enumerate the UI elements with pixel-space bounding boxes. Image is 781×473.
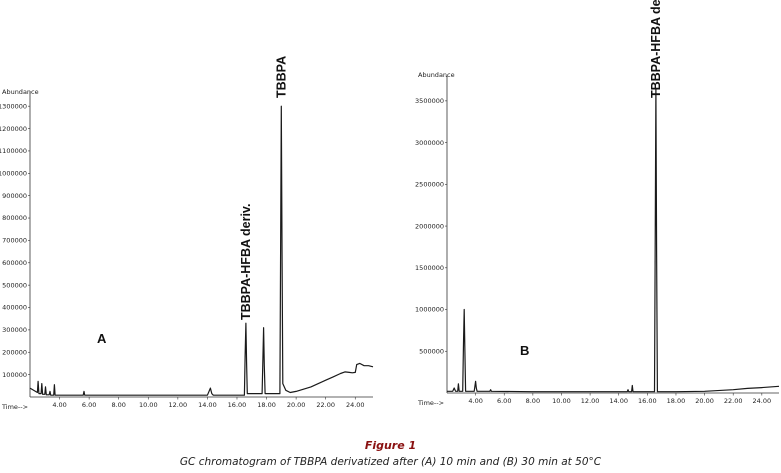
x-tick-label: 10.00 [552, 397, 571, 405]
y-tick-label: 800000 [2, 214, 27, 222]
chromatogram-panel-b: Abundance Time--> 500000 1000000 1500000 2000… [415, 0, 780, 407]
x-tick-label: 6.00 [497, 397, 511, 405]
peak-label: TBBPA [274, 56, 288, 98]
y-tick-label: 3000000 [415, 139, 444, 147]
y-tick-label: 3500000 [415, 97, 444, 105]
x-tick-label: 4.00 [52, 401, 66, 409]
x-tick-label: 10.00 [139, 401, 158, 409]
y-tick-label: 500000 [2, 281, 27, 289]
figure-caption-title: Figure 1 [364, 439, 417, 452]
panel-letter: A [97, 331, 107, 346]
x-tick-label: 12.00 [581, 397, 600, 405]
y-tick-label: 1500000 [415, 264, 444, 272]
x-tick-label: 24.00 [346, 401, 365, 409]
x-axis-title: Time--> [1, 403, 28, 411]
x-tick-label: 8.00 [526, 397, 540, 405]
y-tick-label: 1200000 [0, 125, 27, 133]
chromatogram-trace [447, 87, 780, 393]
panel-letter: B [520, 343, 529, 358]
y-tick-label: 700000 [2, 237, 27, 245]
y-tick-label: 100000 [2, 371, 27, 379]
x-tick-label: 14.00 [198, 401, 217, 409]
peak-label: TBBPA-HFBA deriv. [649, 0, 663, 98]
x-axis-title: Time--> [417, 399, 444, 407]
x-tick-label: 24.00 [753, 397, 772, 405]
x-tick-label: 4.00 [468, 397, 482, 405]
y-tick-label: 500000 [419, 347, 444, 355]
y-axis-title: Abundance [2, 88, 39, 96]
chromatogram-panel-a: Abundance Time--> 100000 200000 300000 400000… [0, 56, 374, 411]
x-tick-label: 16.00 [228, 401, 247, 409]
x-tick-label: 16.00 [638, 397, 657, 405]
x-tick-label: 12.00 [169, 401, 188, 409]
figure-caption-text: GC chromatogram of TBBPA derivatized aft… [179, 456, 602, 468]
y-tick-label: 1000000 [0, 169, 27, 177]
x-tick-label: 18.00 [257, 401, 276, 409]
chromatogram-trace [29, 105, 374, 396]
y-tick-label: 2000000 [415, 222, 444, 230]
y-tick-label: 1300000 [0, 102, 27, 110]
y-axis-title: Abundance [418, 71, 455, 79]
y-tick-label: 600000 [2, 259, 27, 267]
y-tick-label: 300000 [2, 326, 27, 334]
y-tick-label: 1000000 [415, 306, 444, 314]
x-tick-label: 22.00 [316, 401, 335, 409]
y-tick-label: 400000 [2, 304, 27, 312]
y-tick-label: 200000 [2, 348, 27, 356]
peak-label: TBBPA-HFBA deriv. [239, 204, 253, 320]
y-tick-label: 2500000 [415, 181, 444, 189]
x-tick-label: 8.00 [111, 401, 125, 409]
x-tick-label: 14.00 [609, 397, 628, 405]
x-tick-label: 18.00 [667, 397, 686, 405]
y-tick-label: 900000 [2, 192, 27, 200]
x-tick-label: 20.00 [287, 401, 306, 409]
y-tick-label: 1100000 [0, 147, 27, 155]
x-tick-label: 22.00 [724, 397, 743, 405]
x-tick-label: 6.00 [82, 401, 96, 409]
x-tick-label: 20.00 [695, 397, 714, 405]
